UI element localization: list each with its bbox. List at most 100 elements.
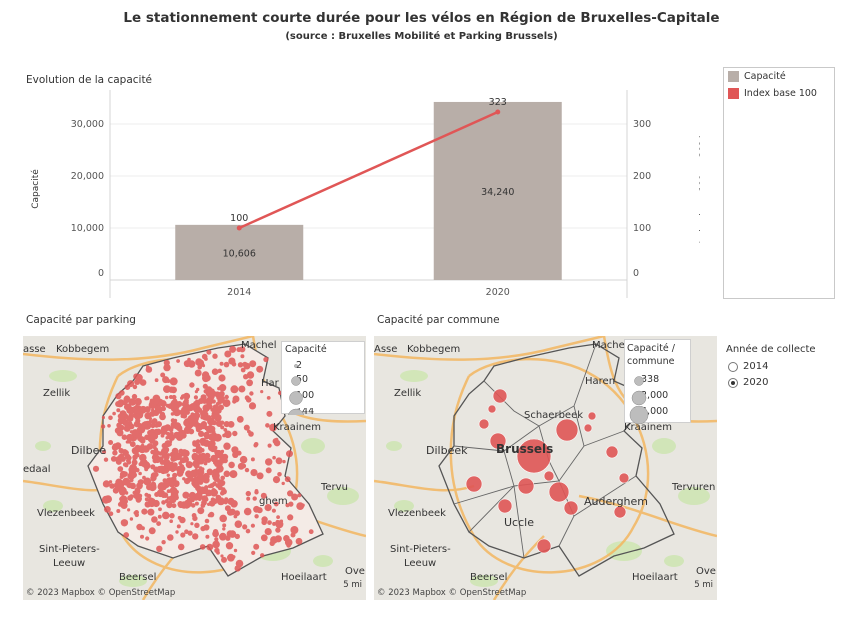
parking-dot[interactable] [195, 358, 203, 366]
parking-dot[interactable] [173, 496, 178, 500]
parking-dot[interactable] [225, 542, 234, 550]
parking-dot[interactable] [202, 472, 210, 480]
parking-dot[interactable] [163, 446, 170, 453]
parking-dot[interactable] [190, 503, 196, 508]
parking-dot[interactable] [170, 412, 175, 416]
parking-dot[interactable] [220, 491, 225, 496]
parking-dot[interactable] [251, 471, 256, 476]
commune-bubble[interactable] [465, 475, 483, 493]
year-option-2014[interactable]: 2014 [728, 361, 768, 372]
parking-dot[interactable] [229, 508, 236, 516]
radio-button[interactable] [728, 361, 738, 372]
parking-dot[interactable] [223, 500, 228, 505]
parking-dot[interactable] [265, 423, 270, 428]
parking-dot[interactable] [116, 444, 121, 450]
parking-dot[interactable] [263, 356, 269, 363]
parking-dot[interactable] [222, 433, 227, 438]
parking-dot[interactable] [239, 455, 248, 464]
parking-dot[interactable] [150, 474, 157, 482]
parking-dot[interactable] [117, 466, 124, 472]
parking-dot[interactable] [211, 498, 218, 505]
parking-dot[interactable] [197, 507, 205, 515]
parking-dot[interactable] [170, 418, 176, 423]
commune-bubble[interactable] [583, 423, 593, 433]
legend-item-index[interactable]: Index base 100 [728, 88, 817, 99]
parking-dot[interactable] [167, 453, 171, 457]
parking-dot[interactable] [178, 448, 184, 454]
parking-dot[interactable] [235, 559, 244, 568]
parking-dot[interactable] [118, 424, 125, 431]
parking-dot[interactable] [167, 441, 172, 447]
parking-dot[interactable] [212, 404, 219, 411]
parking-dot[interactable] [182, 477, 186, 481]
parking-dot[interactable] [102, 450, 107, 454]
commune-bubble[interactable] [613, 505, 627, 519]
parking-dot[interactable] [269, 423, 277, 432]
parking-dot[interactable] [288, 501, 294, 507]
parking-dot[interactable] [184, 409, 190, 415]
parking-dot[interactable] [166, 489, 171, 494]
commune-bubble[interactable] [543, 470, 555, 482]
parking-dot[interactable] [206, 349, 212, 355]
parking-dot[interactable] [193, 462, 200, 469]
parking-dot[interactable] [144, 396, 148, 401]
parking-dot[interactable] [159, 413, 166, 421]
parking-dot[interactable] [206, 543, 214, 551]
parking-dot[interactable] [232, 451, 239, 458]
parking-dot[interactable] [214, 547, 220, 554]
parking-dot[interactable] [128, 398, 137, 406]
parking-dot[interactable] [148, 419, 153, 424]
parking-dot[interactable] [104, 506, 111, 513]
parking-dot[interactable] [120, 456, 126, 462]
parking-dot[interactable] [222, 458, 228, 464]
parking-dot[interactable] [192, 481, 200, 489]
parking-dot[interactable] [236, 415, 244, 423]
parking-dot[interactable] [256, 472, 264, 480]
parking-dot[interactable] [176, 524, 181, 529]
parking-map[interactable]: asse Kobbegem Machel Zellik Har Kraainem… [23, 336, 366, 600]
parking-dot[interactable] [165, 395, 169, 400]
parking-dot[interactable] [222, 527, 226, 531]
parking-dot[interactable] [269, 540, 275, 546]
parking-dot[interactable] [160, 400, 166, 406]
parking-dot[interactable] [109, 483, 115, 489]
parking-dot[interactable] [112, 450, 118, 456]
commune-bubble[interactable] [536, 538, 552, 554]
parking-dot[interactable] [189, 382, 195, 388]
parking-dot[interactable] [192, 533, 199, 540]
commune-bubble[interactable] [487, 404, 497, 414]
parking-dot[interactable] [250, 523, 255, 528]
parking-dot[interactable] [148, 401, 157, 409]
parking-dot[interactable] [231, 446, 239, 454]
parking-dot[interactable] [217, 485, 223, 491]
parking-dot[interactable] [140, 534, 144, 539]
parking-dot[interactable] [211, 471, 220, 480]
radio-button-selected[interactable] [728, 377, 738, 388]
parking-dot[interactable] [240, 354, 245, 359]
parking-dot[interactable] [199, 422, 207, 430]
parking-dot[interactable] [196, 387, 200, 392]
parking-dot[interactable] [204, 485, 209, 490]
parking-dot[interactable] [192, 515, 198, 522]
parking-dot[interactable] [195, 442, 201, 449]
parking-dot[interactable] [147, 429, 153, 436]
parking-dot[interactable] [162, 478, 168, 483]
parking-dot[interactable] [178, 428, 183, 433]
parking-dot[interactable] [144, 497, 149, 502]
parking-dot[interactable] [205, 489, 213, 497]
parking-dot[interactable] [124, 463, 129, 468]
parking-dot[interactable] [186, 500, 192, 505]
parking-dot[interactable] [115, 458, 121, 463]
parking-dot[interactable] [162, 465, 166, 470]
parking-dot[interactable] [219, 532, 227, 541]
parking-dot[interactable] [220, 554, 224, 558]
parking-dot[interactable] [197, 473, 204, 480]
commune-bubble[interactable] [587, 411, 597, 421]
parking-dot[interactable] [112, 411, 116, 416]
parking-dot[interactable] [260, 492, 267, 499]
parking-dot[interactable] [139, 379, 147, 386]
parking-dot[interactable] [149, 498, 156, 505]
parking-dot[interactable] [170, 498, 174, 502]
parking-dot[interactable] [145, 536, 150, 541]
parking-dot[interactable] [146, 493, 152, 499]
